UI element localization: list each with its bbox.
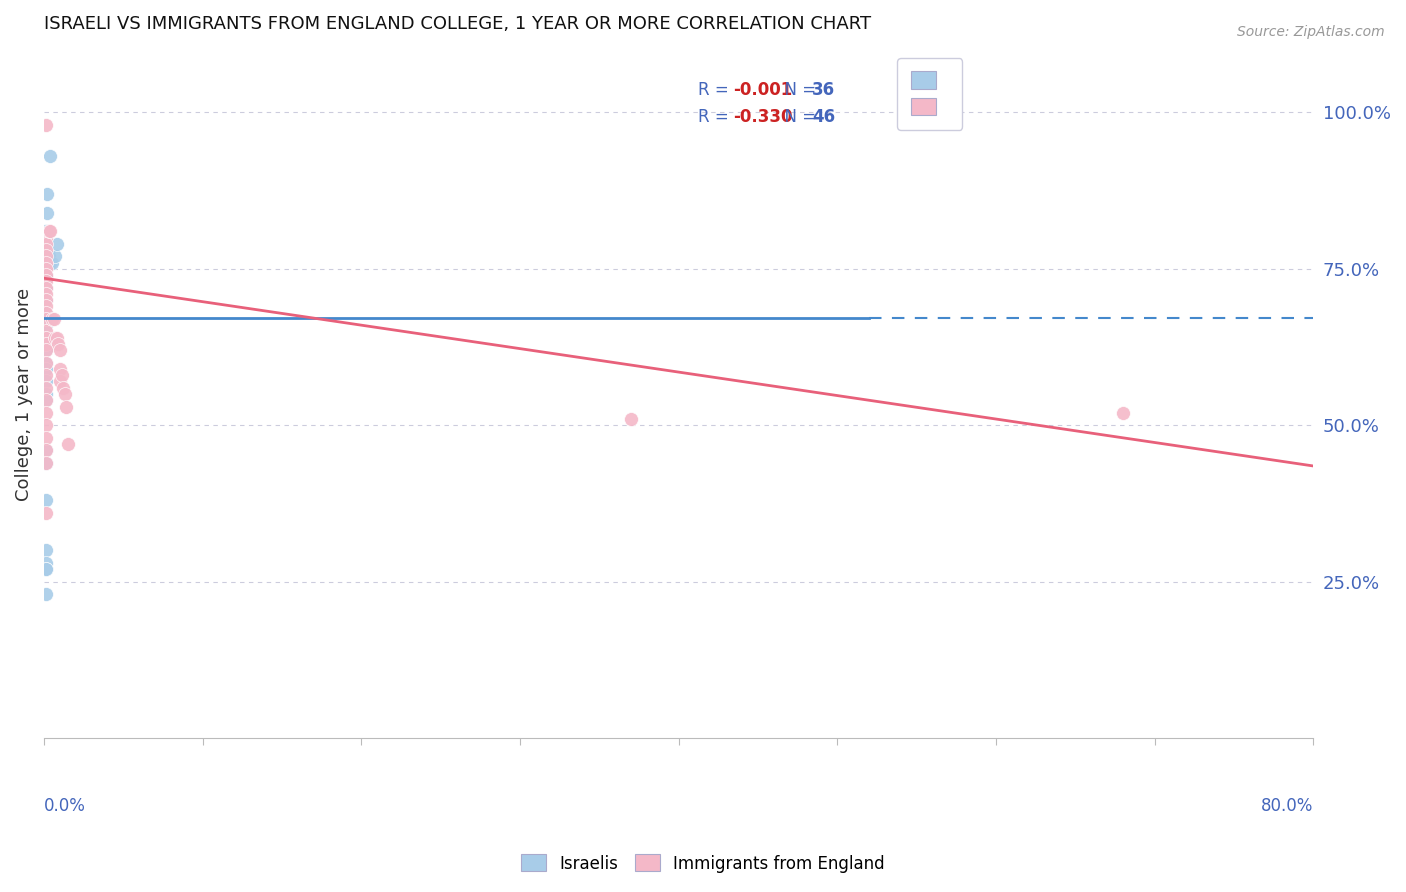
- Point: [35, 255, 58, 269]
- Point: [35, 343, 58, 358]
- Point: [48, 337, 70, 351]
- Point: [41, 255, 63, 269]
- Point: [35, 249, 58, 263]
- Point: [35, 306, 58, 320]
- Point: [35, 280, 58, 294]
- Point: [35, 255, 58, 269]
- Text: R =: R =: [697, 80, 734, 99]
- Text: 0.0%: 0.0%: [44, 797, 86, 814]
- Point: [38, 224, 60, 238]
- Point: [44, 331, 66, 345]
- Point: [39, 224, 62, 238]
- Point: [41, 312, 63, 326]
- Point: [35, 443, 58, 458]
- Point: [35, 274, 58, 288]
- Point: [35, 337, 58, 351]
- Point: [35, 243, 58, 257]
- Point: [35, 393, 58, 408]
- Point: [37, 186, 59, 201]
- Point: [35, 271, 58, 285]
- Point: [35, 293, 58, 307]
- Point: [39, 149, 62, 163]
- Point: [38, 249, 60, 263]
- Point: [35, 387, 58, 401]
- Point: [35, 331, 58, 345]
- Text: 80.0%: 80.0%: [1261, 797, 1313, 814]
- Point: [35, 493, 58, 508]
- Point: [35, 456, 58, 470]
- Point: [35, 337, 58, 351]
- Point: [35, 556, 58, 570]
- Y-axis label: College, 1 year or more: College, 1 year or more: [15, 287, 32, 500]
- Text: R =: R =: [697, 108, 734, 126]
- Point: [35, 362, 58, 376]
- Text: N =: N =: [773, 108, 821, 126]
- Point: [53, 387, 76, 401]
- Point: [35, 325, 58, 339]
- Point: [49, 375, 72, 389]
- Point: [35, 118, 58, 132]
- Point: [35, 268, 58, 282]
- Legend: , : ,: [897, 58, 962, 129]
- Point: [45, 331, 67, 345]
- Point: [39, 255, 62, 269]
- Point: [35, 381, 58, 395]
- Point: [35, 456, 58, 470]
- Point: [35, 236, 58, 251]
- Point: [35, 587, 58, 601]
- Point: [45, 236, 67, 251]
- Point: [35, 431, 58, 445]
- Point: [35, 356, 58, 370]
- Point: [35, 443, 58, 458]
- Point: [35, 261, 58, 276]
- Point: [35, 506, 58, 520]
- Point: [37, 243, 59, 257]
- Text: 46: 46: [811, 108, 835, 126]
- Text: 36: 36: [811, 80, 835, 99]
- Point: [1112, 406, 1135, 420]
- Point: [56, 437, 79, 451]
- Point: [35, 224, 58, 238]
- Point: [49, 362, 72, 376]
- Point: [35, 286, 58, 301]
- Point: [35, 343, 58, 358]
- Point: [52, 381, 75, 395]
- Point: [35, 312, 58, 326]
- Legend: Israelis, Immigrants from England: Israelis, Immigrants from England: [515, 847, 891, 880]
- Point: [35, 393, 58, 408]
- Point: [35, 356, 58, 370]
- Point: [35, 293, 58, 307]
- Point: [35, 306, 58, 320]
- Point: [44, 249, 66, 263]
- Point: [37, 205, 59, 219]
- Point: [42, 312, 65, 326]
- Point: [35, 543, 58, 558]
- Point: [35, 230, 58, 244]
- Point: [35, 280, 58, 294]
- Point: [35, 562, 58, 576]
- Point: [35, 230, 58, 244]
- Point: [35, 261, 58, 276]
- Point: [35, 406, 58, 420]
- Point: [49, 343, 72, 358]
- Text: -0.330: -0.330: [734, 108, 793, 126]
- Text: -0.001: -0.001: [734, 80, 793, 99]
- Point: [55, 400, 77, 414]
- Point: [35, 368, 58, 383]
- Text: Source: ZipAtlas.com: Source: ZipAtlas.com: [1237, 25, 1385, 39]
- Point: [35, 562, 58, 576]
- Point: [35, 299, 58, 313]
- Point: [35, 418, 58, 433]
- Point: [35, 331, 58, 345]
- Point: [35, 268, 58, 282]
- Point: [35, 312, 58, 326]
- Text: ISRAELI VS IMMIGRANTS FROM ENGLAND COLLEGE, 1 YEAR OR MORE CORRELATION CHART: ISRAELI VS IMMIGRANTS FROM ENGLAND COLLE…: [44, 15, 872, 33]
- Point: [35, 318, 58, 333]
- Point: [35, 375, 58, 389]
- Point: [620, 412, 643, 426]
- Point: [51, 368, 73, 383]
- Text: N =: N =: [773, 80, 821, 99]
